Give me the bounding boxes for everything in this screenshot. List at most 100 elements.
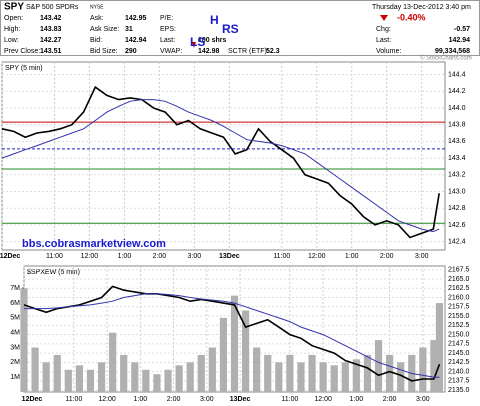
volume-bar [330,365,338,392]
y-tick-label: 143.8 [448,122,466,129]
x-tick-label: 12:00 [308,253,326,260]
volume-bar [42,362,50,392]
volume-bar [319,362,327,392]
x-tick-label: 2:00 [380,253,394,260]
down-arrow [380,15,388,21]
quote-label: Ask: [90,15,104,22]
volume-bar [131,362,139,392]
quote-value: 142.27 [40,37,62,44]
volume-bar [264,354,272,392]
x-tick-label: 12:00 [314,396,332,403]
volume-bar [175,365,183,392]
y2-tick-label: 2167.5 [448,267,470,274]
change-pct: -0.40% [397,12,426,22]
y2-tick-label: 2145.0 [448,350,470,357]
y-tick-label: 143.6 [448,138,466,145]
volume-bar [297,362,305,392]
y2-tick-label: 2165.0 [448,276,470,283]
x-tick-label: 1:00 [118,253,132,260]
volume-bar [75,365,83,392]
x-tick-label: 3:00 [416,396,430,403]
volume-bar [275,362,283,392]
quote-label: EPS: [160,26,176,33]
volume-bar [397,362,405,392]
moving-average [24,293,440,378]
volume-bar [230,295,239,392]
y2-tick-label: 2135.0 [448,387,470,394]
price-line [23,285,441,382]
y-tick-label: 144.0 [448,105,466,112]
x-tick-label: 12:00 [98,396,116,403]
volume-bar [374,340,383,392]
y-tick-label: 142.6 [448,222,466,229]
y-tick-label: 6M [10,300,20,307]
x-tick-label: 1:00 [350,396,364,403]
pattern-label: LS [190,35,205,49]
volume-bar [308,354,316,392]
quote-label: Chg: [376,26,391,33]
x-tick-label: 3:00 [188,253,202,260]
x-tick-label: 2:00 [383,396,397,403]
volume-bar [208,347,216,392]
quote-value: 99,334,568 [435,48,470,55]
y2-tick-label: 2147.5 [448,341,470,348]
moving-average [1,99,440,233]
volume-bar [363,354,372,392]
x-tick-label: 12Dec [22,396,43,403]
x-tick-label: 11:00 [46,253,63,260]
quote-value: 142.94 [449,37,471,44]
y-tick-label: 142.8 [448,205,466,212]
quote-value: 142.98 [198,48,220,55]
sctr-label: SCTR (ETF): [228,48,269,55]
x-tick-label: 1:00 [345,253,359,260]
y2-tick-label: 2140.0 [448,368,470,375]
y2-tick-label: 2160.0 [448,294,470,301]
quote-value: 290 [125,48,137,55]
quote-value: 143.42 [40,15,62,22]
x-tick-label: 1:00 [134,396,148,403]
volume-bar [53,354,61,392]
quote-label: Ask Size: [90,26,119,33]
down-arrow [192,42,196,48]
quote-label: Last: [160,37,175,44]
volume-bar [286,354,294,392]
volume-bar [241,310,250,392]
source: © StockCharts.com [420,55,472,62]
pattern-label: RS [222,22,239,36]
volume-bar [430,340,438,392]
y2-tick-label: 2157.5 [448,304,470,311]
symbol: SPY [4,2,24,13]
y-tick-label: 143.0 [448,188,466,195]
y-tick-label: 144.4 [448,71,466,78]
quote-value: 100 shrs [198,37,227,44]
quote-label: Bid: [90,37,102,44]
volume-bar [97,362,106,392]
quote-value: 143.83 [40,26,62,33]
quote-box [0,0,480,56]
volume-bar [219,317,228,392]
volume-bar [386,354,394,392]
x-tick-label: 11:00 [273,253,290,260]
x-tick-label: 3:00 [200,396,214,403]
y2-tick-label: 2155.0 [448,313,470,320]
volume-bar [153,374,161,392]
x-tick-label: 2:00 [153,253,167,260]
quote-label: Open: [4,15,23,22]
volume-bar [142,369,150,392]
quote-value: 31 [125,26,133,33]
quote-label: Prev Close: [4,48,40,55]
y2-tick-label: 2137.5 [448,378,470,385]
y-tick-label: 5M [10,315,20,322]
y-tick-label: 142.4 [448,238,466,245]
volume-bar [120,354,128,392]
x-tick-label: 13Dec [230,396,251,403]
y-tick-label: 2M [10,359,20,366]
x-tick-label: 12Dec [0,253,20,260]
pattern-label: H [210,13,219,27]
x-tick-label: 3:00 [415,253,429,260]
y-tick-label: 144.2 [448,88,466,95]
symbol-name: S&P 500 SPDRs [26,4,79,11]
x-tick-label: 12:00 [81,253,99,260]
volume-bar [419,347,427,392]
